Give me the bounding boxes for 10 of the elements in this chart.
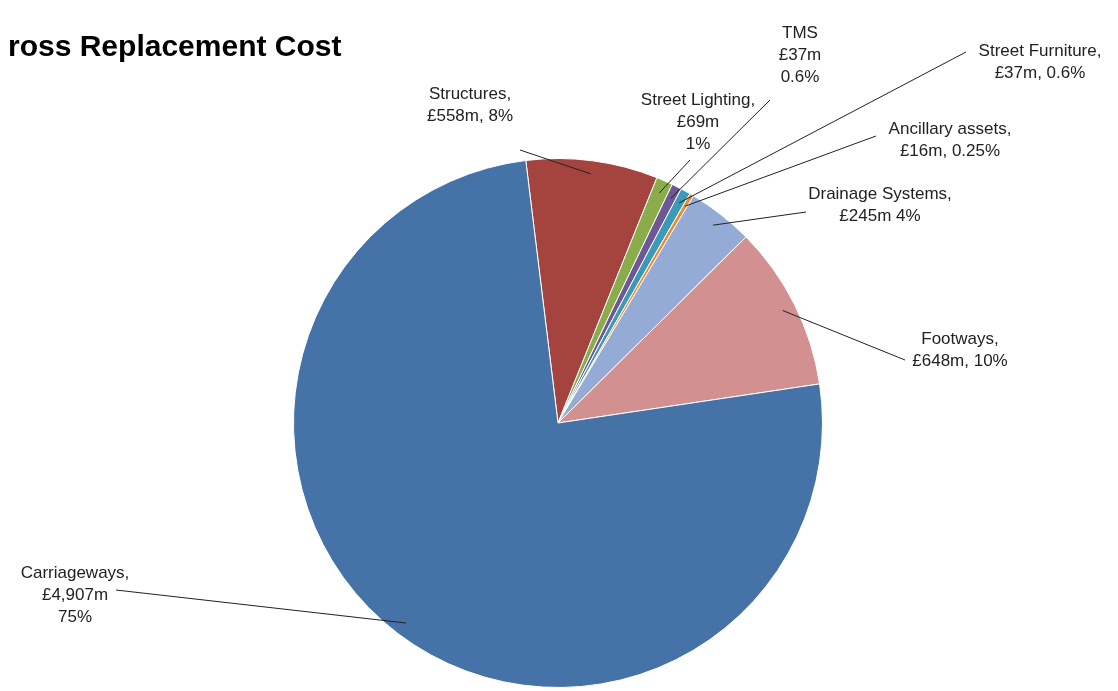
chart-title: ross Replacement Cost bbox=[8, 29, 342, 63]
slice-label: Street Furniture, £37m, 0.6% bbox=[978, 40, 1102, 82]
slice-label: TMS bbox=[782, 22, 818, 42]
slice-label: Drainage Systems, £245m 4% bbox=[808, 183, 952, 225]
data-label: £37m 0.6% bbox=[778, 44, 822, 86]
slice-label: Ancillary assets, £16m, 0.25% bbox=[888, 118, 1012, 160]
slice-label: Carriageways, £4,907m 75% bbox=[20, 562, 130, 626]
slice-label: Footways, £648m, 10% bbox=[912, 328, 1008, 370]
slice-label: Street Lighting, £69m 1% bbox=[640, 89, 756, 153]
slice-label: Structures, £558m, 8% bbox=[427, 83, 513, 125]
